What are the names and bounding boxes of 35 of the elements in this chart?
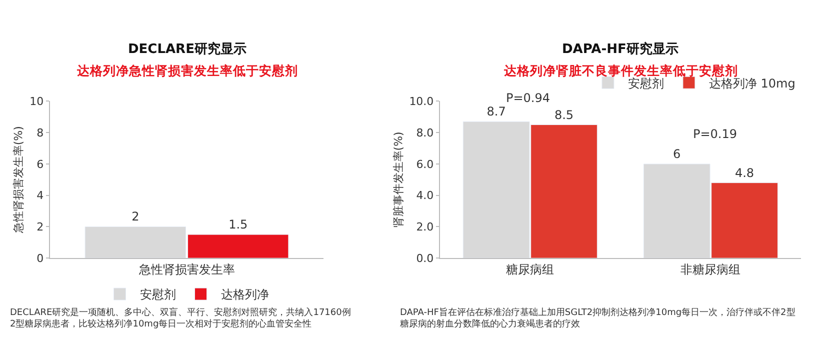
y-tick-label: 2.0 — [416, 220, 434, 234]
y-tick-label: 2 — [36, 220, 44, 234]
x-tick-label: 糖尿病组 — [506, 262, 554, 276]
y-tick-label: 8.0 — [416, 126, 434, 140]
y-tick-label: 10 — [30, 95, 44, 108]
data-label: 8.7 — [486, 104, 506, 119]
legend-label: 安慰剂 — [628, 76, 664, 90]
y-axis-title: 急性肾损害发生率(%) — [12, 126, 26, 234]
data-label: 1.5 — [228, 218, 248, 232]
chart-title: DECLARE研究显示 — [128, 41, 246, 57]
x-tick-label: 非糖尿病组 — [680, 262, 741, 276]
data-label: 4.8 — [734, 166, 754, 180]
legend-label: 安慰剂 — [140, 288, 176, 302]
y-tick-label: 6.0 — [416, 158, 434, 171]
y-tick-label: 0.0 — [416, 252, 434, 265]
annotation: P=0.94 — [506, 91, 550, 105]
data-label: 8.5 — [554, 108, 574, 122]
y-tick-label: 4.0 — [416, 189, 434, 202]
y-axis-title: 肾脏事件发生率(%) — [392, 132, 405, 228]
y-tick-label: 10.0 — [409, 95, 434, 108]
text: DECLARE研究是一项随机、多中心、双盲、平行、安慰剂对照研究，共纳入17160例2型糖尿病患者，比较达格列净10mg每日一次相对于安慰剂的心血管安全性 — [10, 307, 351, 330]
y-tick-label: 4 — [36, 189, 44, 202]
chart-subtitle: 达格列净急性肾损害发生率低于安慰剂 — [76, 63, 298, 78]
annotation: P=0.19 — [693, 127, 738, 141]
y-tick-label: 0 — [36, 252, 44, 265]
text: DAPA-HF旨在评估在标准治疗基础上加用SGLT2抑制剂达格列净10mg每日一次，治疗伴或不伴2型糖尿病的射血分数降低的心力衰竭患者的疗效 — [400, 307, 796, 330]
data-label: 6 — [673, 146, 681, 161]
chart-title: DAPA-HF研究显示 — [562, 41, 678, 57]
y-tick-label: 8 — [36, 126, 44, 140]
y-tick-label: 6 — [36, 158, 44, 171]
legend-label: 达格列净 — [220, 288, 269, 302]
chart-subtitle: 达格列净肾脏不良事件发生率低于安慰剂 — [503, 63, 738, 78]
data-label: 2 — [132, 210, 140, 224]
legend-label: 达格列净 10mg — [708, 76, 796, 90]
x-tick-label: 急性肾损害发生率 — [138, 262, 235, 276]
